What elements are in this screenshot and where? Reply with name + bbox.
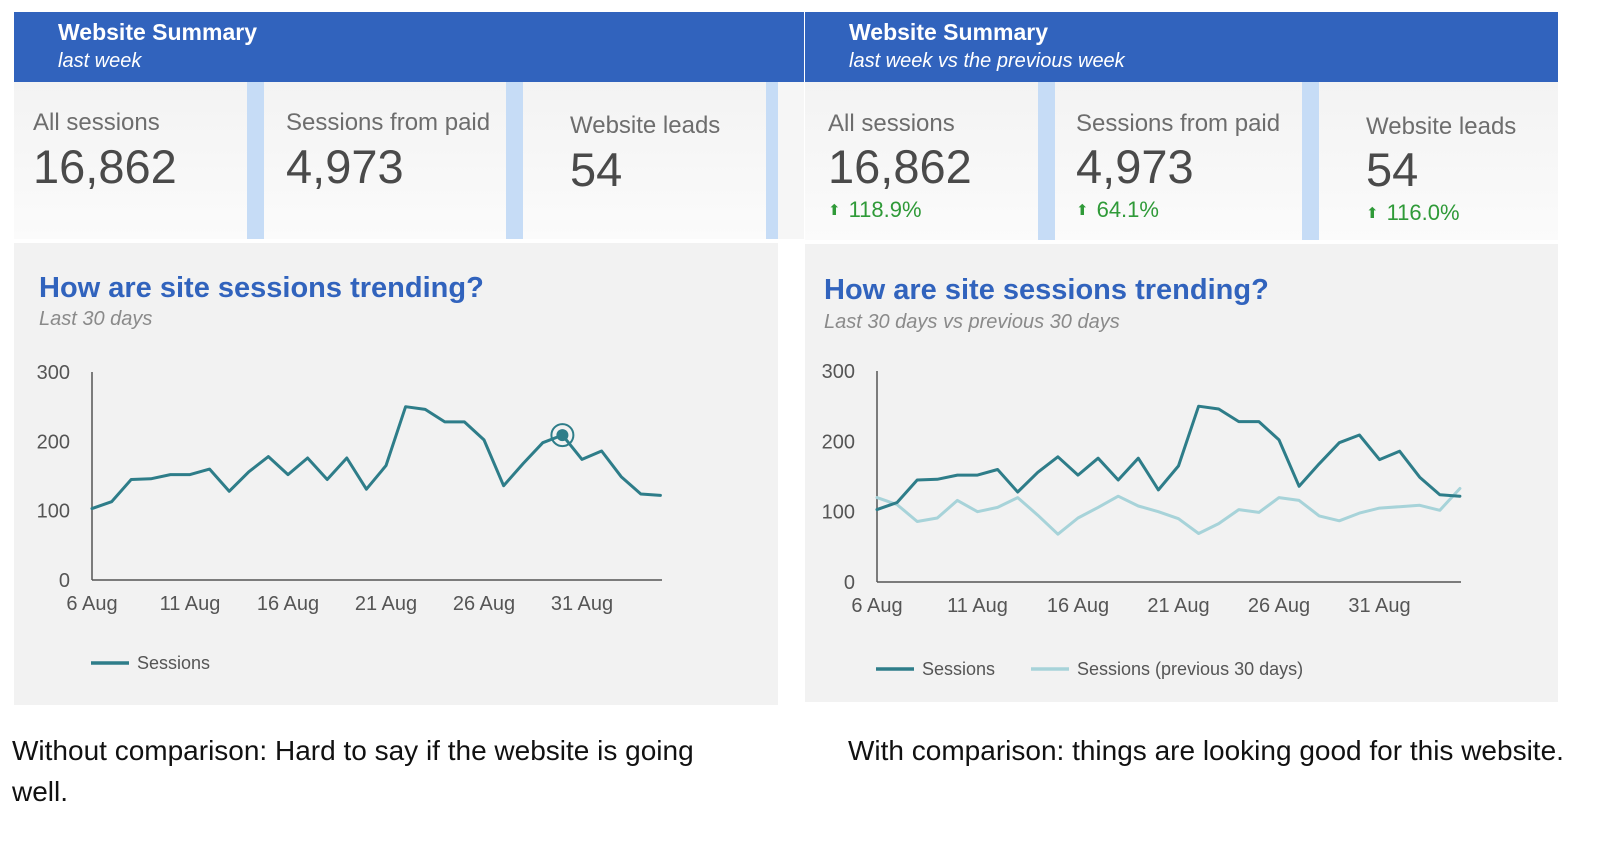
x-tick-label: 16 Aug [257,593,319,615]
kpi-value: 16,862 [33,140,177,193]
line-chart-svg: 0 100 200 300 6 Aug 11 Aug 16 Aug 21 Aug 26 Aug 3… [37,362,662,673]
y-tick-label: 100 [822,502,855,524]
kpi-separator [1038,82,1055,240]
x-tick-label: 26 Aug [1248,595,1310,617]
legend-label: Sessions [137,653,210,673]
caption-without-comparison: Without comparison: Hard to say if the w… [12,735,694,807]
legend-label: Sessions [922,659,995,679]
x-tick-label: 16 Aug [1047,595,1109,617]
highlight-ring [550,423,575,448]
y-tick-label: 0 [59,570,70,592]
chart-subtitle: Last 30 days [39,308,153,330]
kpi-label: All sessions [33,109,160,136]
x-tick-label: 31 Aug [1348,595,1410,617]
kpi-card-all-sessions: All sessions 16,862 [14,82,247,239]
kpi-separator [506,82,523,239]
dashboard-panel-without-comparison: Website Summary last week All sessions 1… [14,12,804,705]
x-tick-label: 31 Aug [551,593,613,615]
x-tick-label: 6 Aug [851,595,902,617]
kpi-label: All sessions [828,110,955,137]
kpi-card-website-leads: Website leads 54 ⬆ 116.0% [1319,82,1558,240]
kpi-value: 16,862 [828,140,972,193]
kpi-separator [1302,82,1319,240]
kpi-delta: ⬆ 118.9% [828,197,922,222]
kpi-label: Website leads [570,112,721,139]
x-tick-label: 21 Aug [1147,595,1209,617]
x-tick-label: 6 Aug [66,593,117,615]
website-summary-header: Website Summary last week [14,12,804,82]
kpi-value: 4,973 [1076,140,1194,193]
chart-subtitle: Last 30 days vs previous 30 days [824,311,1120,333]
y-tick-label: 300 [37,362,70,384]
header-subtitle: last week [58,50,142,72]
y-tick-label: 200 [37,431,70,453]
kpi-value: 54 [1366,143,1419,196]
header-title: Website Summary [58,19,257,45]
arrow-up-icon: ⬆ [828,202,841,219]
arrow-up-icon: ⬆ [1366,205,1379,222]
chart-title: How are site sessions trending? [824,274,1269,306]
kpi-card-sessions-from-paid: Sessions from paid 4,973 ⬆ 64.1% [1055,82,1302,240]
kpi-separator [766,82,778,239]
sessions-trend-chart: How are site sessions trending? Last 30 … [14,243,778,705]
x-tick-label: 21 Aug [355,593,417,615]
kpi-separator [247,82,264,239]
header-subtitle: last week vs the previous week [849,50,1125,72]
website-summary-header: Website Summary last week vs the previou… [805,12,1558,82]
sessions-series-line [875,404,1462,512]
kpi-row: All sessions 16,862 ⬆ 118.9% Sessions fro… [805,82,1558,240]
chart-title: How are site sessions trending? [39,272,484,304]
y-tick-label: 100 [37,501,70,523]
x-tick-label: 11 Aug [947,595,1008,617]
y-tick-label: 200 [822,431,855,453]
sessions-trend-chart: How are site sessions trending? Last 30 … [805,244,1558,702]
kpi-row: All sessions 16,862 Sessions from paid 4… [14,82,804,239]
header-title: Website Summary [849,19,1048,45]
legend-label: Sessions (previous 30 days) [1077,659,1303,679]
highlight-point [556,429,569,442]
x-tick-label: 11 Aug [160,593,221,615]
kpi-delta: ⬆ 116.0% [1366,200,1460,225]
arrow-up-icon: ⬆ [1076,202,1089,219]
x-tick-label: 26 Aug [453,593,515,615]
y-tick-label: 300 [822,361,855,383]
kpi-card-website-leads: Website leads 54 [523,82,766,239]
kpi-delta: ⬆ 64.1% [1076,197,1159,222]
kpi-label: Website leads [1366,113,1517,140]
dashboard-panel-with-comparison: Website Summary last week vs the previou… [805,12,1595,702]
kpi-value: 54 [570,143,623,196]
kpi-card-all-sessions: All sessions 16,862 ⬆ 118.9% [805,82,1038,240]
line-chart-svg: 0 100 200 300 6 Aug 11 Aug 16 Aug 21 Aug 26 Aug 3… [822,361,1462,679]
kpi-label: Sessions from paid [1076,110,1281,137]
previous-sessions-series-line [875,487,1462,536]
kpi-label: Sessions from paid [286,109,491,136]
kpi-value: 4,973 [286,140,404,193]
kpi-card-sessions-from-paid: Sessions from paid 4,973 [264,82,506,239]
y-tick-label: 0 [844,572,855,594]
caption-with-comparison: With comparison: things are looking good… [848,735,1564,766]
sessions-series-line [90,405,662,511]
